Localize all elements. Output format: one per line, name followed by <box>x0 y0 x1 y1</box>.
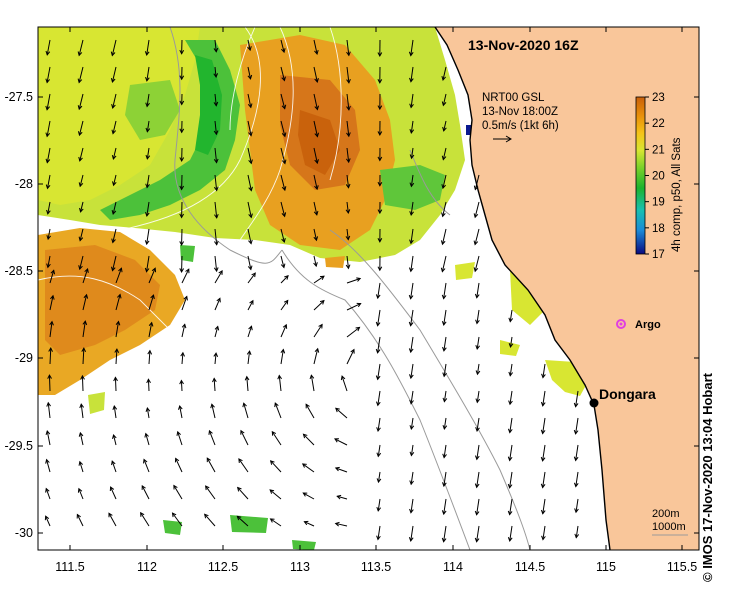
isotherms <box>37 26 342 341</box>
colorbar-tick-label: 21 <box>652 144 665 156</box>
x-tick-label: 114.5 <box>515 560 545 574</box>
sst-field <box>38 27 590 550</box>
x-tick-label: 114 <box>443 560 463 574</box>
colorbar-label: 4h comp, p50, All Sats <box>671 137 683 252</box>
argo-float-marker <box>616 319 626 329</box>
y-tick-label: -28 <box>15 177 33 191</box>
x-tick-label: 112.5 <box>208 560 238 574</box>
vector-scale-arrow <box>493 135 512 143</box>
x-tick-label: 112 <box>137 560 157 574</box>
x-tick-label: 115 <box>596 560 616 574</box>
dongara-label: Dongara <box>599 386 656 402</box>
y-tick-label: -27.5 <box>5 90 34 104</box>
current-vectors <box>44 39 580 543</box>
y-tick-label: -29 <box>15 351 33 365</box>
x-axis-ticks: 111.5 112 112.5 113 113.5 114 114.5 115 115.5 <box>55 27 697 574</box>
depth-legend-1000m: 1000m <box>652 521 686 533</box>
colorbar-tick-label: 18 <box>652 223 665 235</box>
y-axis-ticks: -27.5 -28 -28.5 -29 -29.5 -30 <box>5 90 699 540</box>
colorbar <box>635 96 646 255</box>
colorbar-tick-label: 17 <box>652 249 665 261</box>
y-tick-label: -28.5 <box>5 264 34 278</box>
y-tick-label: -29.5 <box>5 439 34 453</box>
x-tick-label: 111.5 <box>55 560 84 574</box>
vector-scale-label: 0.5m/s (1kt 6h) <box>482 120 559 132</box>
colorbar-ticks: 23 22 21 20 19 18 17 <box>645 92 665 261</box>
map-title: 13-Nov-2020 16Z <box>468 37 579 53</box>
land-mass <box>435 27 699 550</box>
x-tick-label: 115.5 <box>667 560 697 574</box>
y-tick-label: -30 <box>15 526 33 540</box>
coastline <box>434 26 611 551</box>
argo-label: Argo <box>635 319 661 331</box>
vector-source-label: NRT00 GSL <box>482 92 545 104</box>
map-frame <box>37 26 700 551</box>
colorbar-tick-label: 23 <box>652 92 665 104</box>
imos-credit: © IMOS 17-Nov-2020 13:04 Hobart <box>700 373 715 582</box>
x-tick-label: 113 <box>290 560 310 574</box>
x-tick-label: 113.5 <box>361 560 391 574</box>
dongara-town-dot <box>589 398 599 408</box>
depth-legend-200m: 200m <box>652 508 680 520</box>
vector-time-label: 13-Nov 18:00Z <box>482 106 558 118</box>
colorbar-tick-label: 20 <box>652 171 665 183</box>
colorbar-tick-label: 22 <box>652 118 665 130</box>
colorbar-tick-label: 19 <box>652 197 665 209</box>
